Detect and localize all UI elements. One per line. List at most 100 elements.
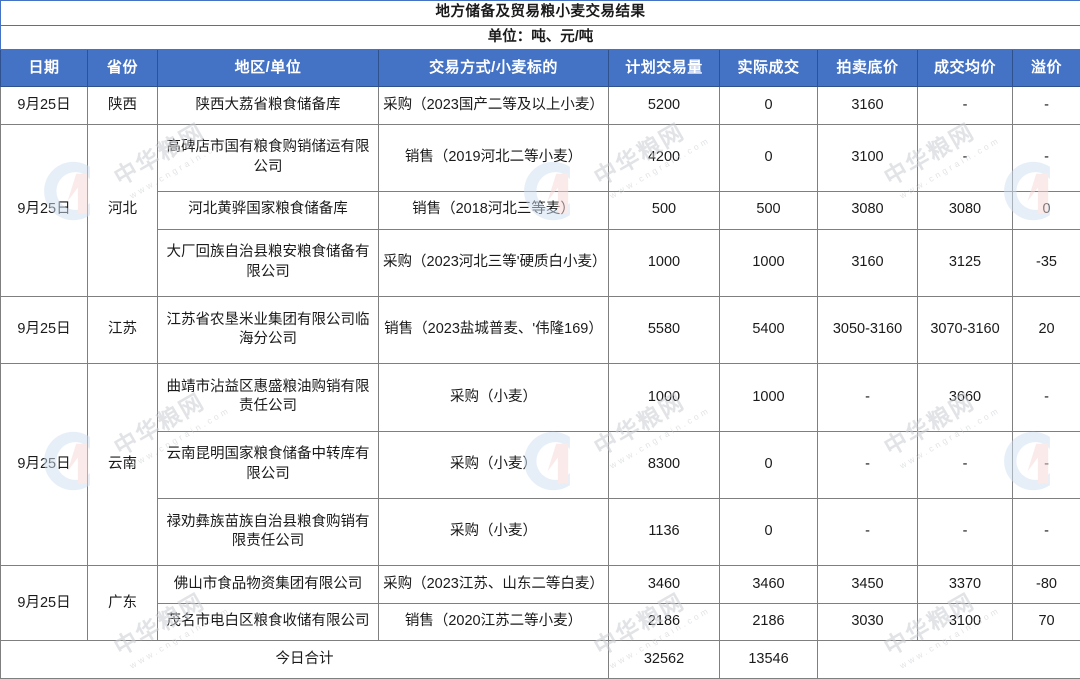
cell-premium: -80 <box>1011 565 1080 604</box>
cell-planned: 1000 <box>608 228 720 297</box>
cell-unit: 禄劝彝族苗族自治县粮食购销有限责任公司 <box>157 497 379 567</box>
cell-avg-price: - <box>917 430 1013 500</box>
cell-province: 陕西 <box>87 86 158 125</box>
cell-unit: 大厂回族自治县粮安粮食储备有限公司 <box>157 228 379 297</box>
cell-avg-price: 3125 <box>917 228 1013 297</box>
cell-actual: 3460 <box>719 565 818 604</box>
column-header-avg-price[interactable]: 成交均价 <box>917 49 1013 88</box>
unit-row: 单位：吨、元/吨 <box>0 24 1080 51</box>
column-header-floor-price[interactable]: 拍卖底价 <box>817 49 918 88</box>
cell-method: 采购（小麦） <box>378 430 609 500</box>
column-header-province[interactable]: 省份 <box>87 49 158 88</box>
cell-date: 9月25日 <box>0 86 88 125</box>
cell-planned: 5200 <box>608 86 720 125</box>
cell-premium: - <box>1011 497 1080 567</box>
cell-planned: 1136 <box>608 497 720 567</box>
column-header-row: 日期 省份 地区/单位 交易方式/小麦标的 计划交易量 实际成交 拍卖底价 成交… <box>0 49 1080 88</box>
cell-floor-price: - <box>817 497 918 567</box>
column-header-actual[interactable]: 实际成交 <box>719 49 818 88</box>
cell-planned: 1000 <box>608 363 720 432</box>
cell-actual: 1000 <box>719 363 818 432</box>
cell-date: 9月25日 <box>0 295 88 365</box>
cell-unit: 佛山市食品物资集团有限公司 <box>157 565 379 604</box>
total-actual: 13546 <box>719 640 818 679</box>
cell-date: 9月25日 <box>0 363 88 567</box>
cell-avg-price: - <box>917 86 1013 125</box>
cell-actual: 0 <box>719 123 818 193</box>
table-row[interactable]: 9月25日 江苏 江苏省农垦米业集团有限公司临海分公司 销售（2023盐城普麦、… <box>0 295 1080 365</box>
table-row[interactable]: 云南昆明国家粮食储备中转库有限公司 采购（小麦） 8300 0 - - - <box>1 430 1080 500</box>
cell-method: 采购（2023江苏、山东二等白麦） <box>378 565 609 604</box>
cell-planned: 5580 <box>608 295 720 365</box>
cell-unit: 陕西大荔省粮食储备库 <box>157 86 379 125</box>
cell-premium: 0 <box>1011 191 1080 230</box>
cell-planned: 500 <box>608 191 720 230</box>
column-header-planned[interactable]: 计划交易量 <box>608 49 720 88</box>
cell-avg-price: 3100 <box>917 602 1013 642</box>
cell-avg-price: - <box>917 497 1013 567</box>
title-row: 地方储备及贸易粮小麦交易结果 <box>0 0 1080 26</box>
cell-premium: -35 <box>1011 228 1080 297</box>
table-row[interactable]: 9月25日 河北 高碑店市国有粮食购销储运有限公司 销售（2019河北二等小麦）… <box>0 123 1080 297</box>
table-row[interactable]: 河北黄骅国家粮食储备库 销售（2018河北三等麦） 500 500 3080 3… <box>1 191 1080 230</box>
table-row[interactable]: 9月25日 广东 佛山市食品物资集团有限公司 采购（2023江苏、山东二等白麦）… <box>0 565 1080 642</box>
column-header-unit[interactable]: 地区/单位 <box>157 49 379 88</box>
cell-premium: - <box>1011 430 1080 500</box>
cell-avg-price: 3070-3160 <box>917 295 1013 365</box>
table-row[interactable]: 9月25日 云南 曲靖市沾益区惠盛粮油购销有限责任公司 采购（小麦） 1000 … <box>0 363 1080 567</box>
cell-province: 河北 <box>87 123 158 297</box>
cell-floor-price: 3450 <box>817 565 918 604</box>
table-head: 地方储备及贸易粮小麦交易结果 单位：吨、元/吨 日期 省份 地区/单位 交易方式… <box>0 0 1080 88</box>
cell-method: 采购（小麦） <box>378 497 609 567</box>
cell-unit: 曲靖市沾益区惠盛粮油购销有限责任公司 <box>157 363 379 432</box>
cell-method: 销售（2020江苏二等小麦） <box>378 602 609 642</box>
cell-unit: 江苏省农垦米业集团有限公司临海分公司 <box>157 295 379 365</box>
table-body: 9月25日 陕西 陕西大荔省粮食储备库 采购（2023国产二等及以上小麦） 52… <box>0 86 1080 679</box>
table-row[interactable]: 禄劝彝族苗族自治县粮食购销有限责任公司 采购（小麦） 1136 0 - - - <box>1 497 1080 567</box>
cell-unit: 高碑店市国有粮食购销储运有限公司 <box>157 123 379 193</box>
table-row[interactable]: 9月25日 陕西 陕西大荔省粮食储备库 采购（2023国产二等及以上小麦） 52… <box>0 86 1080 125</box>
cell-actual: 5400 <box>719 295 818 365</box>
cell-method: 销售（2019河北二等小麦） <box>378 123 609 193</box>
cell-unit: 云南昆明国家粮食储备中转库有限公司 <box>157 430 379 500</box>
table-row[interactable]: 大厂回族自治县粮安粮食储备有限公司 采购（2023河北三等'硬质白小麦） 100… <box>1 228 1080 297</box>
cell-province: 广东 <box>87 565 158 642</box>
cell-actual: 0 <box>719 86 818 125</box>
unit-subtitle: 单位：吨、元/吨 <box>0 24 1080 51</box>
cell-method: 销售（2023盐城普麦、'伟隆169） <box>378 295 609 365</box>
cell-floor-price: 3160 <box>817 228 918 297</box>
cell-unit: 茂名市电白区粮食收储有限公司 <box>157 602 379 642</box>
cell-floor-price: 3100 <box>817 123 918 193</box>
cell-avg-price: 3370 <box>917 565 1013 604</box>
cell-actual: 1000 <box>719 228 818 297</box>
cell-premium: 20 <box>1011 295 1080 365</box>
cell-date: 9月25日 <box>0 123 88 297</box>
table-row[interactable]: 茂名市电白区粮食收储有限公司 销售（2020江苏二等小麦） 2186 2186 … <box>1 602 1080 642</box>
cell-premium: - <box>1011 363 1080 432</box>
cell-premium: 70 <box>1011 602 1080 642</box>
cell-premium: - <box>1011 123 1080 193</box>
cell-actual: 0 <box>719 497 818 567</box>
total-empty <box>816 640 1080 679</box>
cell-floor-price: 3160 <box>817 86 918 125</box>
cell-unit: 河北黄骅国家粮食储备库 <box>157 191 379 230</box>
page-title: 地方储备及贸易粮小麦交易结果 <box>0 0 1080 26</box>
cell-actual: 2186 <box>719 602 818 642</box>
cell-avg-price: 3660 <box>917 363 1013 432</box>
cell-method: 销售（2018河北三等麦） <box>378 191 609 230</box>
column-header-method[interactable]: 交易方式/小麦标的 <box>378 49 609 88</box>
column-header-date[interactable]: 日期 <box>0 49 88 88</box>
cell-actual: 500 <box>719 191 818 230</box>
cell-avg-price: 3080 <box>917 191 1013 230</box>
cell-method: 采购（2023国产二等及以上小麦） <box>378 86 609 125</box>
cell-actual: 0 <box>719 430 818 500</box>
column-header-premium[interactable]: 溢价 <box>1011 49 1080 88</box>
cell-planned: 2186 <box>608 602 720 642</box>
cell-floor-price: 3030 <box>817 602 918 642</box>
cell-planned: 8300 <box>608 430 720 500</box>
cell-province: 江苏 <box>87 295 158 365</box>
total-planned: 32562 <box>608 640 720 679</box>
cell-planned: 3460 <box>608 565 720 604</box>
